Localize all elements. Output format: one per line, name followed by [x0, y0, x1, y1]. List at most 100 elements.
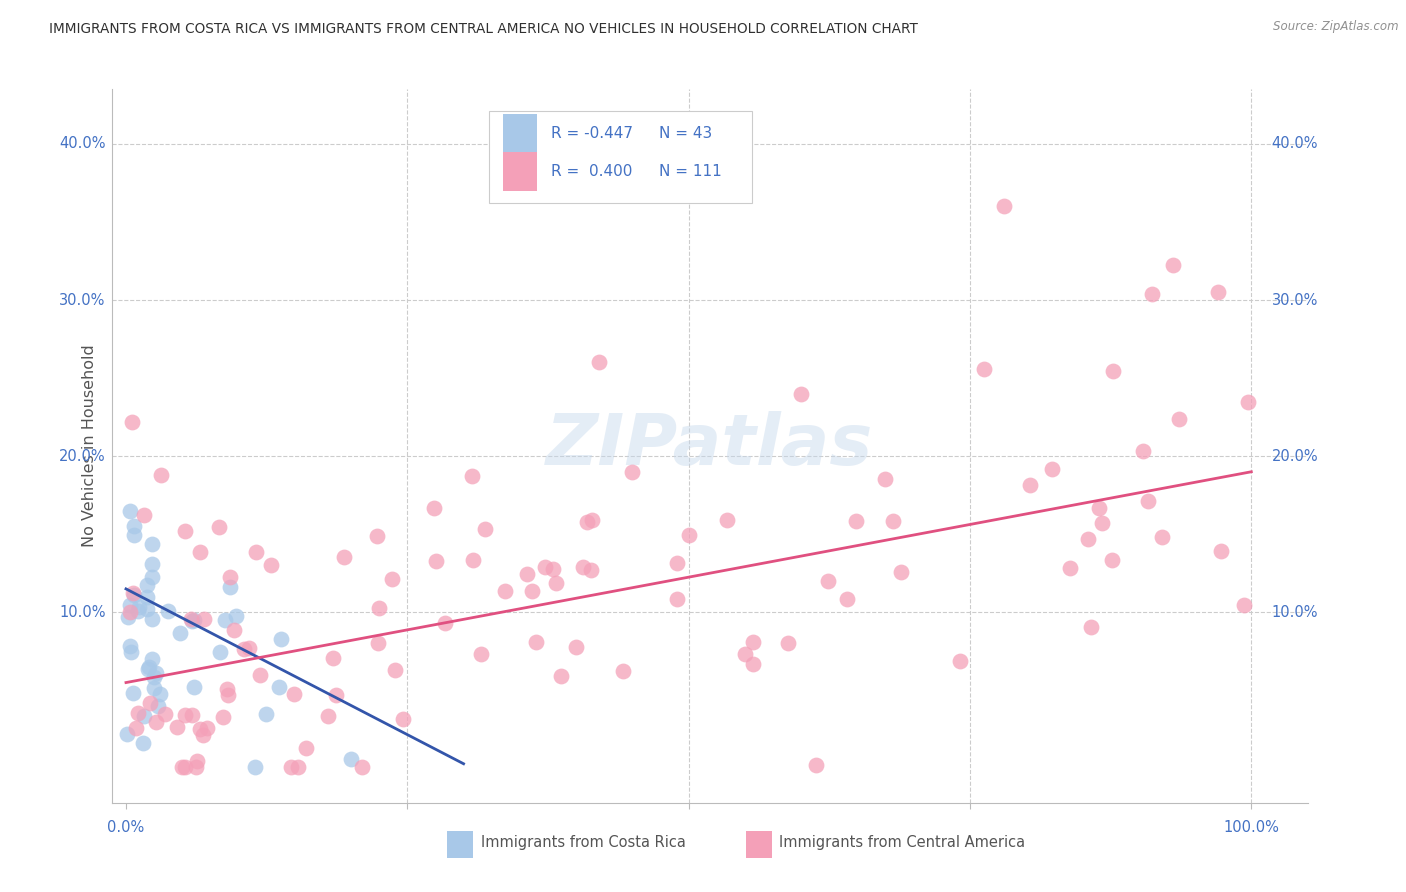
- Point: [367, 601, 389, 615]
- Point: [270, 632, 292, 646]
- Point: [546, 575, 568, 590]
- Point: [366, 528, 388, 542]
- Point: [716, 513, 738, 527]
- Point: [142, 670, 165, 684]
- Point: [260, 558, 283, 572]
- Y-axis label: No Vehicles in Household: No Vehicles in Household: [82, 344, 97, 548]
- Point: [120, 605, 142, 619]
- Text: R = -0.447: R = -0.447: [551, 126, 633, 141]
- Point: [1088, 500, 1111, 515]
- Point: [1161, 258, 1184, 272]
- Point: [294, 741, 316, 756]
- Text: 40.0%: 40.0%: [1271, 136, 1317, 152]
- Point: [218, 580, 240, 594]
- Point: [1101, 553, 1123, 567]
- Point: [1136, 494, 1159, 508]
- Point: [526, 635, 548, 649]
- Point: [576, 515, 599, 529]
- Point: [139, 697, 162, 711]
- Text: 0.0%: 0.0%: [107, 820, 145, 835]
- Point: [149, 467, 172, 482]
- Point: [280, 760, 302, 774]
- Text: 100.0%: 100.0%: [1223, 820, 1279, 835]
- Point: [579, 563, 602, 577]
- Point: [1206, 285, 1229, 300]
- Point: [173, 524, 195, 538]
- Point: [890, 566, 912, 580]
- Point: [565, 640, 588, 654]
- Point: [209, 644, 232, 658]
- Point: [208, 520, 231, 534]
- Point: [149, 687, 172, 701]
- Point: [433, 616, 456, 631]
- Point: [120, 645, 142, 659]
- Point: [243, 760, 266, 774]
- FancyBboxPatch shape: [489, 111, 752, 203]
- Point: [245, 545, 267, 559]
- Point: [1142, 286, 1164, 301]
- Point: [742, 657, 765, 672]
- Point: [316, 709, 339, 723]
- Point: [122, 685, 145, 699]
- Point: [172, 760, 194, 774]
- FancyBboxPatch shape: [747, 830, 772, 858]
- Point: [778, 635, 800, 649]
- Text: 10.0%: 10.0%: [1271, 605, 1317, 620]
- Point: [882, 515, 904, 529]
- Point: [1018, 477, 1040, 491]
- Text: 30.0%: 30.0%: [59, 293, 105, 308]
- Point: [1077, 533, 1099, 547]
- Text: 30.0%: 30.0%: [1271, 293, 1317, 308]
- Point: [238, 640, 260, 655]
- Text: 40.0%: 40.0%: [59, 136, 105, 152]
- Point: [845, 514, 868, 528]
- Point: [169, 625, 191, 640]
- Point: [132, 508, 155, 522]
- Point: [1237, 395, 1260, 409]
- Text: 10.0%: 10.0%: [59, 605, 105, 620]
- Point: [993, 199, 1015, 213]
- Point: [742, 634, 765, 648]
- Point: [181, 707, 204, 722]
- Point: [143, 681, 166, 696]
- Point: [135, 591, 157, 605]
- Point: [141, 557, 163, 571]
- Point: [425, 554, 447, 568]
- Point: [423, 501, 446, 516]
- Point: [184, 760, 207, 774]
- Point: [127, 604, 149, 618]
- Point: [122, 528, 145, 542]
- Point: [132, 736, 155, 750]
- Point: [141, 612, 163, 626]
- Point: [949, 654, 972, 668]
- Point: [122, 519, 145, 533]
- Point: [325, 688, 347, 702]
- Point: [534, 559, 557, 574]
- Point: [572, 560, 595, 574]
- Point: [136, 662, 159, 676]
- Point: [283, 687, 305, 701]
- Point: [333, 550, 356, 565]
- Point: [136, 578, 159, 592]
- FancyBboxPatch shape: [503, 152, 537, 191]
- Point: [115, 727, 138, 741]
- Point: [678, 528, 700, 542]
- Point: [541, 561, 564, 575]
- Point: [141, 537, 163, 551]
- Point: [128, 600, 150, 615]
- Point: [232, 641, 254, 656]
- Point: [136, 602, 159, 616]
- Point: [1091, 516, 1114, 530]
- Point: [474, 523, 496, 537]
- Text: IMMIGRANTS FROM COSTA RICA VS IMMIGRANTS FROM CENTRAL AMERICA NO VEHICLES IN HOU: IMMIGRANTS FROM COSTA RICA VS IMMIGRANTS…: [49, 22, 918, 37]
- Point: [269, 680, 291, 694]
- Point: [520, 584, 543, 599]
- Point: [835, 591, 858, 606]
- Point: [120, 504, 142, 518]
- Point: [1233, 598, 1256, 612]
- FancyBboxPatch shape: [447, 830, 474, 858]
- Point: [145, 715, 167, 730]
- Text: 20.0%: 20.0%: [59, 449, 105, 464]
- Point: [817, 574, 839, 588]
- Point: [516, 566, 538, 581]
